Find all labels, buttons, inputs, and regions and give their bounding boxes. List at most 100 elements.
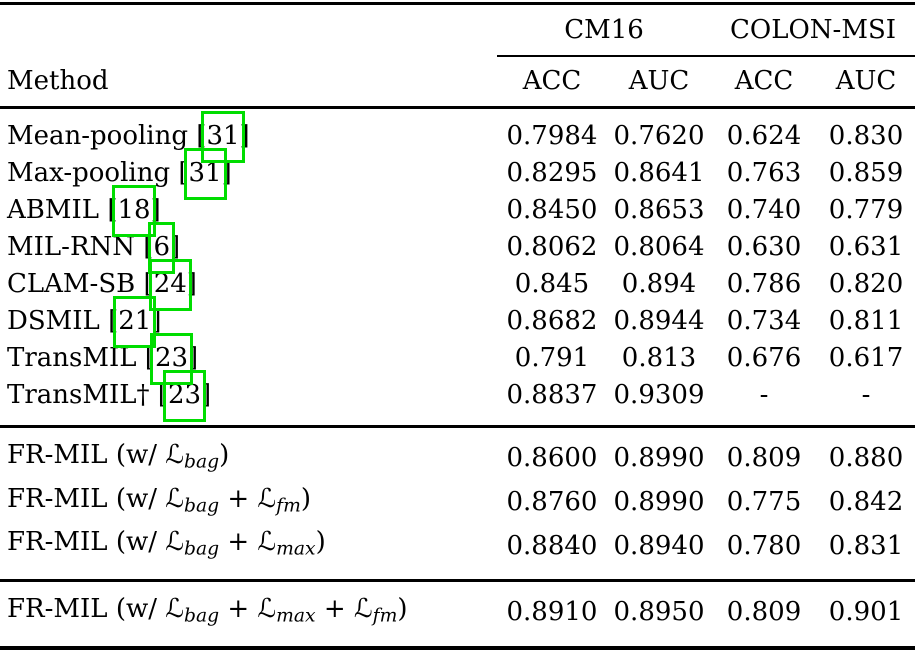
method-cell: FR-MIL (w/ ℒbag + ℒmax + ℒfm) <box>7 594 408 627</box>
value-cell: 0.820 <box>828 269 904 299</box>
column-group-row: CM16 COLON-MSI <box>0 3 915 57</box>
table-row: DSMIL [21] 0.8682 0.8944 0.734 0.811 <box>0 296 915 348</box>
method-cell: TransMIL [23] <box>0 333 497 385</box>
citation-link[interactable]: 23 <box>162 370 207 422</box>
table-header: CM16 COLON-MSI Method ACC AUC ACC AUC <box>0 3 915 109</box>
value-cell: 0.617 <box>828 343 904 373</box>
cm16-acc-header: ACC <box>497 55 607 109</box>
value-cell: 0.791 <box>514 343 590 373</box>
column-group-colon-msi: COLON-MSI <box>711 3 915 57</box>
loss-symbol: ℒ <box>257 594 277 625</box>
method-cell: FR-MIL (w/ ℒbag) <box>7 440 230 473</box>
value-cell: 0.8064 <box>613 232 705 262</box>
loss-symbol: ℒ <box>165 440 184 470</box>
method-cell: FR-MIL (w/ ℒbag + ℒfm) <box>7 483 311 517</box>
method-cell: MIL-RNN [6] <box>0 222 497 274</box>
loss-subscript: fm <box>372 605 398 627</box>
colonmsi-acc-header: ACC <box>711 55 818 109</box>
value-cell: 0.809 <box>726 443 802 474</box>
value-cell: 0.8944 <box>613 306 705 336</box>
value-cell: 0.775 <box>726 487 802 517</box>
value-cell: 0.7984 <box>506 121 598 151</box>
value-cell: 0.740 <box>726 195 802 225</box>
value-cell: 0.8837 <box>506 380 598 410</box>
table-row: FR-MIL (w/ ℒbag + ℒfm) 0.8760 0.8990 0.775 0… <box>0 481 915 525</box>
value-cell: 0.845 <box>514 269 590 299</box>
baseline-methods-group: Mean-pooling [31] 0.7984 0.7620 0.624 0.830 M… <box>0 108 915 427</box>
loss-symbol: ℒ <box>165 594 184 625</box>
citation-link[interactable]: 31 <box>183 148 227 200</box>
method-cell: TransMIL† [23] <box>0 370 497 427</box>
method-cell: FR-MIL (w/ ℒbag + ℒmax) <box>7 527 326 561</box>
loss-subscript: bag <box>183 495 220 517</box>
value-cell: - <box>861 380 871 410</box>
value-cell: 0.676 <box>726 343 802 373</box>
loss-subscript: bag <box>183 451 220 473</box>
loss-symbol: ℒ <box>165 527 184 558</box>
value-cell: 0.8990 <box>613 487 705 517</box>
loss-subscript: max <box>276 605 316 627</box>
citation-link[interactable]: 24 <box>148 259 192 311</box>
value-cell: 0.880 <box>828 443 904 474</box>
table-row: TransMIL† [23] 0.8837 0.9309 - - <box>0 370 915 427</box>
citation-link[interactable]: 21 <box>113 296 157 348</box>
method-column-header: Method <box>0 55 497 109</box>
value-cell: 0.763 <box>726 158 802 188</box>
table-row: FR-MIL (w/ ℒbag + ℒmax + ℒfm) 0.8910 0.895… <box>0 581 915 648</box>
loss-subscript: bag <box>183 539 220 561</box>
value-cell: 0.631 <box>828 232 904 262</box>
citation-link[interactable]: 6 <box>148 222 175 274</box>
value-cell: 0.8760 <box>506 487 598 517</box>
colonmsi-auc-header: AUC <box>817 55 915 109</box>
frmil-ablation-group: FR-MIL (w/ ℒbag) 0.8600 0.8990 0.809 0.880 FR… <box>0 426 915 581</box>
loss-symbol: ℒ <box>257 483 277 514</box>
value-cell: 0.842 <box>828 487 904 517</box>
loss-symbol: ℒ <box>165 483 184 514</box>
loss-subscript: fm <box>276 495 301 517</box>
empty-corner-cell <box>0 4 497 56</box>
loss-symbol: ℒ <box>257 527 277 558</box>
table-row: FR-MIL (w/ ℒbag + ℒmax) 0.8840 0.8940 0.780… <box>0 524 915 580</box>
value-cell: 0.786 <box>726 269 802 299</box>
method-cell: CLAM-SB [24] <box>0 259 497 311</box>
value-cell: 0.8450 <box>506 195 598 225</box>
loss-subscript: max <box>276 539 316 561</box>
method-cell: DSMIL [21] <box>0 296 497 348</box>
value-cell: 0.811 <box>828 306 904 336</box>
value-cell: 0.779 <box>828 195 904 225</box>
method-cell: Max-pooling [31] <box>0 148 497 200</box>
loss-symbol: ℒ <box>353 594 373 625</box>
value-cell: 0.809 <box>726 597 802 628</box>
column-group-cm16: CM16 <box>497 3 712 57</box>
value-cell: 0.830 <box>828 121 904 151</box>
value-cell: 0.831 <box>828 530 904 561</box>
value-cell: 0.8840 <box>506 530 598 561</box>
value-cell: 0.624 <box>726 121 802 151</box>
value-cell: 0.7620 <box>613 121 705 151</box>
table-row: Mean-pooling [31] 0.7984 0.7620 0.624 0.830 <box>0 108 915 163</box>
table-row: Max-pooling [31] 0.8295 0.8641 0.763 0.859 <box>0 148 915 200</box>
value-cell: 0.780 <box>726 530 802 561</box>
value-cell: 0.8062 <box>506 232 598 262</box>
value-cell: 0.8990 <box>613 443 705 474</box>
link-highlight-box <box>162 370 207 422</box>
value-cell: 0.8653 <box>613 195 705 225</box>
value-cell: 0.8682 <box>506 306 598 336</box>
cm16-auc-header: AUC <box>607 55 712 109</box>
table-row: FR-MIL (w/ ℒbag) 0.8600 0.8990 0.809 0.880 <box>0 427 915 481</box>
value-cell: 0.859 <box>828 158 904 188</box>
value-cell: - <box>759 380 769 410</box>
value-cell: 0.9309 <box>613 380 705 410</box>
frmil-full-group: FR-MIL (w/ ℒbag + ℒmax + ℒfm) 0.8910 0.895… <box>0 580 915 648</box>
citation-link[interactable]: 31 <box>201 111 245 163</box>
sub-header-row: Method ACC AUC ACC AUC <box>0 55 915 109</box>
value-cell: 0.8950 <box>613 597 705 628</box>
citation-link[interactable]: 23 <box>149 333 194 385</box>
value-cell: 0.8295 <box>506 158 598 188</box>
citation-link[interactable]: 18 <box>112 185 156 237</box>
value-cell: 0.8641 <box>613 158 705 188</box>
value-cell: 0.901 <box>828 597 904 628</box>
value-cell: 0.8910 <box>506 597 598 628</box>
method-cell: ABMIL [18] <box>0 185 497 237</box>
